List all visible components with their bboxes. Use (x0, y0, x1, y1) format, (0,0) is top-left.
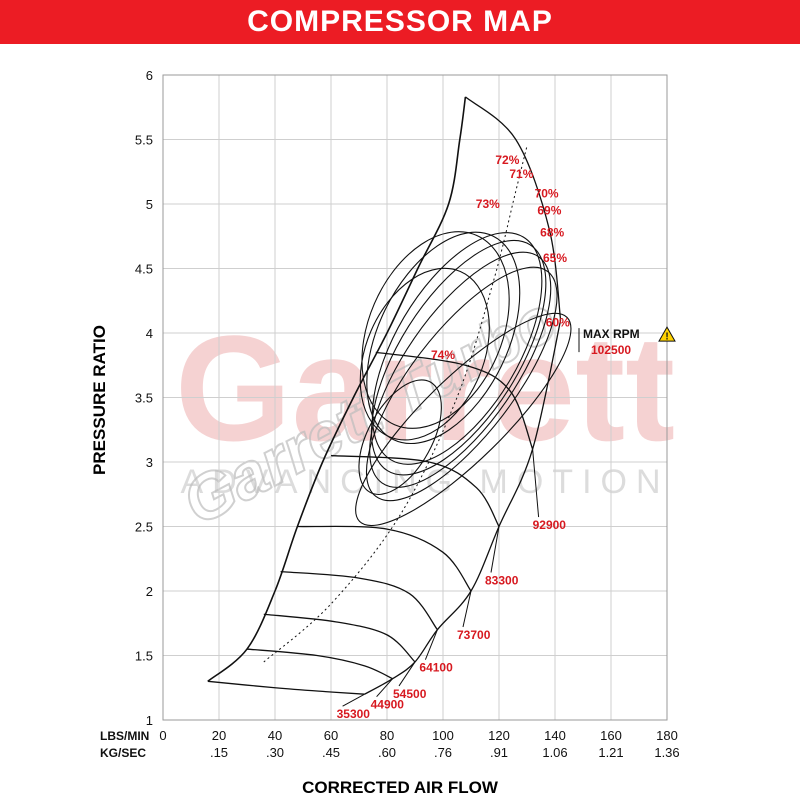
efficiency-contour (366, 231, 521, 445)
speed-label-leader (424, 629, 438, 660)
efficiency-label: 60% (546, 316, 570, 330)
warning-triangle-icon (658, 326, 676, 342)
efficiency-label: 73% (476, 197, 500, 211)
speed-label-leader (462, 590, 472, 628)
x-tick-label: 120 (488, 728, 510, 743)
surge-line (207, 96, 467, 682)
speed-label-leader (398, 661, 416, 687)
y-tick-label: 6 (146, 68, 153, 83)
x-tick-label-kgsec: 1.36 (654, 745, 679, 760)
tick-labels: 11.522.533.544.555.560 20 40 60 80 100 120 140 1… (100, 68, 680, 760)
x-tick-label: 160 (600, 728, 622, 743)
speed-label-leader (342, 693, 365, 707)
max-rpm-value: 102500 (591, 343, 631, 357)
x-tick-label: 80 (380, 728, 394, 743)
y-tick-label: 2.5 (135, 520, 153, 535)
speed-line-102500 (464, 96, 562, 321)
speed-label-54500: 54500 (393, 687, 427, 701)
speed-label-leader (532, 449, 540, 518)
efficiency-label: 72% (495, 153, 519, 167)
efficiency-label: 68% (540, 225, 564, 239)
efficiency-label: 69% (537, 203, 561, 217)
x-tick-label-kgsec: .91 (490, 745, 508, 760)
choke-line (364, 319, 562, 695)
efficiency-label: 71% (509, 167, 533, 181)
x-axis-label: CORRECTED AIR FLOW (302, 778, 498, 797)
plot-frame (162, 74, 668, 721)
x-tick-label: 40 (268, 728, 282, 743)
y-tick-label: 3.5 (135, 391, 153, 406)
y-tick-label: 1.5 (135, 649, 153, 664)
x-tick-label: 20 (212, 728, 226, 743)
x-tick-label: 100 (432, 728, 454, 743)
x-tick-label-kgsec: .60 (378, 745, 396, 760)
speed-label-83300: 83300 (485, 574, 519, 588)
y-tick-label: 1 (146, 713, 153, 728)
speed-line-73700 (297, 525, 472, 592)
efficiency-contour (361, 231, 510, 429)
warning-exclamation: ! (665, 332, 668, 343)
speed-label-64100: 64100 (419, 661, 453, 675)
axes (162, 74, 668, 721)
speed-line-64100 (280, 571, 438, 631)
efficiency-contour (369, 251, 552, 488)
peak-efficiency-trace (263, 145, 528, 663)
x-tick-label-kgsec: 1.21 (598, 745, 623, 760)
y-tick-label: 3 (146, 455, 153, 470)
y-tick-label: 4.5 (135, 262, 153, 277)
efficiency-label: 74% (431, 348, 455, 362)
chart-title: COMPRESSOR MAP (247, 5, 553, 38)
speed-label-leader (490, 526, 500, 573)
speed-line-44900 (246, 648, 393, 680)
efficiency-contour (371, 232, 543, 465)
speed-label-leader (376, 678, 393, 698)
y-tick-label: 5.5 (135, 133, 153, 148)
garrett-watermark: Garrett ADVANCING MOTION Garrett Turbo (170, 281, 675, 540)
title-banner: COMPRESSOR MAP (0, 0, 800, 44)
speed-label-73700: 73700 (457, 628, 491, 642)
grid-lines (162, 74, 668, 721)
efficiency-label: 65% (543, 251, 567, 265)
watermark-brand: Garrett (175, 304, 675, 472)
efficiency-label: 70% (535, 187, 559, 201)
efficiency-contour (355, 312, 572, 527)
efficiency-islands (263, 145, 572, 663)
y-axis-label: PRESSURE RATIO (90, 325, 109, 475)
x-tick-label-kgsec: .15 (210, 745, 228, 760)
x-tick-label: 180 (656, 728, 678, 743)
y-tick-label: 5 (146, 197, 153, 212)
efficiency-contour (365, 266, 558, 502)
speed-label-92900: 92900 (533, 518, 567, 532)
x-axis-unit-lbsmin: LBS/MIN (100, 729, 149, 743)
speed-line-35300 (207, 680, 365, 695)
speed-line-92900 (375, 351, 534, 450)
x-tick-label: 140 (544, 728, 566, 743)
y-tick-label: 4 (146, 326, 153, 341)
x-tick-label-kgsec: .76 (434, 745, 452, 760)
x-axis-unit-kgsec: KG/SEC (100, 746, 146, 760)
speed-label-35300: 35300 (337, 707, 371, 721)
max-rpm-label: MAX RPM (583, 327, 640, 341)
x-tick-label: 0 (159, 728, 166, 743)
x-tick-label-kgsec: .45 (322, 745, 340, 760)
speed-label-44900: 44900 (371, 698, 405, 712)
x-tick-label-kgsec: .30 (266, 745, 284, 760)
y-tick-label: 2 (146, 584, 153, 599)
efficiency-contour (370, 239, 547, 476)
x-tick-label: 60 (324, 728, 338, 743)
speed-line-54500 (263, 613, 416, 663)
x-tick-label-kgsec: 1.06 (542, 745, 567, 760)
